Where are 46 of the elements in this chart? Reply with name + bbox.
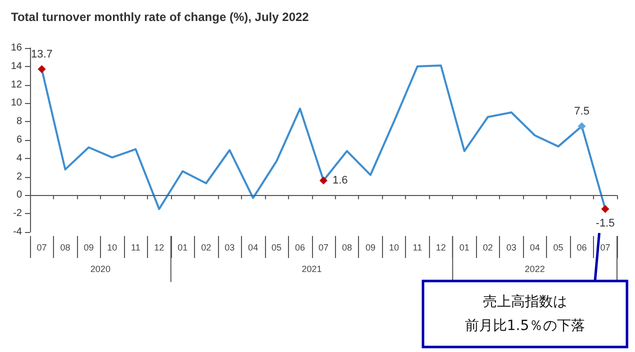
x-tick-label: 08	[342, 242, 352, 252]
x-tick-label: 05	[553, 242, 564, 252]
x-tick-label: 07	[36, 242, 47, 252]
x-tick-label: 01	[459, 242, 470, 252]
y-tick-label: 2	[16, 171, 22, 182]
x-tick-label: 12	[154, 242, 164, 252]
x-tick-label: 07	[318, 242, 329, 252]
x-tick-label: 10	[107, 242, 118, 252]
x-tick-label: 04	[248, 242, 258, 252]
y-tick-label: 6	[16, 134, 22, 146]
text: 2021	[302, 264, 322, 274]
y-tick-label: -4	[13, 226, 22, 238]
y-tick-label: 8	[16, 116, 22, 128]
x-tick-label: 10	[388, 242, 399, 252]
x-tick-label: 09	[84, 242, 94, 252]
text: 売上高指数は	[483, 294, 567, 310]
y-tick-label: 10	[10, 98, 22, 109]
y-tick-label: 14	[10, 60, 22, 72]
x-tick-label: 08	[60, 242, 70, 252]
y-tick-label: 0	[16, 190, 22, 201]
x-tick-label: 11	[130, 242, 140, 252]
data-label: 1.6	[332, 174, 348, 186]
x-tick-label: 03	[506, 242, 516, 252]
y-tick-label: 4	[16, 152, 22, 164]
text: 2022	[524, 264, 545, 274]
data-label: 13.7	[31, 48, 52, 61]
x-tick-label: 12	[436, 242, 446, 252]
data-label: -1.5	[596, 218, 615, 230]
x-tick-label: 09	[365, 242, 376, 252]
x-tick-label: 07	[600, 242, 610, 252]
x-tick-label: 06	[295, 242, 306, 252]
data-label: 7.5	[574, 106, 590, 118]
text: 前月比1.5％の下落	[464, 318, 586, 334]
y-tick-label: 16	[10, 42, 22, 54]
y-tick-label: 12	[10, 79, 22, 90]
x-tick-label: 02	[201, 242, 212, 252]
x-tick-label: 01	[178, 242, 188, 252]
chart-title: Total turnover monthly rate of change (%), July 2022	[11, 10, 310, 24]
x-tick-label: 06	[576, 242, 587, 252]
text: 2020	[90, 264, 110, 274]
x-tick-label: 03	[224, 242, 235, 252]
x-tick-label: 05	[272, 242, 282, 252]
x-tick-label: 11	[412, 242, 422, 252]
x-tick-label: 04	[530, 242, 540, 252]
y-tick-label: -2	[13, 208, 22, 220]
x-tick-label: 02	[482, 242, 493, 252]
